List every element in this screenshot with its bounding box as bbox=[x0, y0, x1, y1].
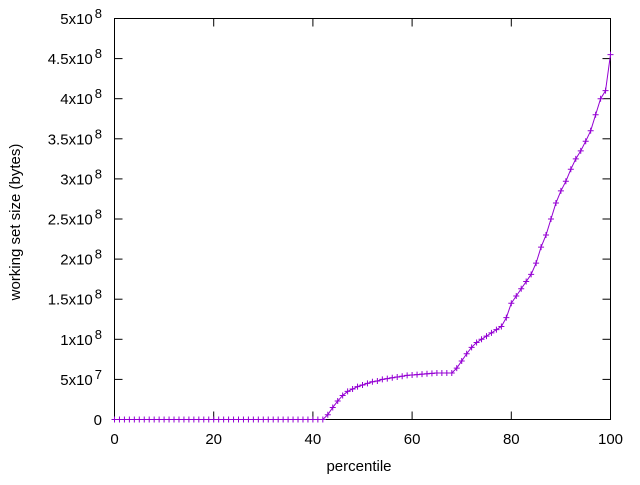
data-point bbox=[528, 271, 535, 278]
data-point bbox=[483, 333, 490, 340]
data-point bbox=[399, 373, 406, 380]
y-tick-exponent: 8 bbox=[95, 247, 102, 262]
data-point bbox=[379, 376, 386, 383]
data-point bbox=[562, 178, 569, 185]
series-layer bbox=[111, 51, 614, 423]
data-point bbox=[478, 336, 485, 343]
y-tick-exponent: 8 bbox=[95, 207, 102, 222]
data-point bbox=[488, 329, 495, 336]
data-point bbox=[493, 326, 500, 333]
y-tick-exponent: 7 bbox=[95, 367, 102, 382]
y-axis-label: working set size (bytes) bbox=[7, 144, 24, 302]
y-tick-exponent: 8 bbox=[95, 287, 102, 302]
data-point bbox=[602, 87, 609, 94]
data-point bbox=[552, 199, 559, 206]
data-point bbox=[324, 411, 331, 418]
data-point bbox=[503, 314, 510, 321]
data-point bbox=[369, 378, 376, 385]
data-point bbox=[572, 155, 579, 162]
x-tick-label: 20 bbox=[205, 431, 222, 448]
y-tick-label: 3x10 8 bbox=[60, 166, 102, 188]
y-tick-exponent: 8 bbox=[95, 327, 102, 342]
y-tick-exponent: 8 bbox=[95, 6, 102, 21]
data-point bbox=[498, 323, 505, 330]
data-point bbox=[567, 166, 574, 173]
data-point bbox=[453, 365, 460, 372]
x-axis-label: percentile bbox=[326, 458, 391, 475]
x-tick-label: 40 bbox=[305, 431, 322, 448]
x-tick-label: 0 bbox=[110, 431, 118, 448]
data-point bbox=[448, 369, 455, 376]
y-tick-label: 5x10 7 bbox=[60, 367, 102, 389]
y-tick-label: 5x10 8 bbox=[60, 6, 102, 28]
y-tick-label: 0 bbox=[94, 412, 102, 429]
plot-frame bbox=[114, 18, 611, 420]
data-point bbox=[394, 373, 401, 380]
y-tick-label: 1x10 8 bbox=[60, 327, 102, 349]
y-tick-label: 1.5x10 8 bbox=[48, 287, 102, 309]
y-tick-label: 2.5x10 8 bbox=[48, 207, 102, 229]
data-point bbox=[364, 380, 371, 387]
y-tick-label: 3.5x10 8 bbox=[48, 126, 102, 148]
data-point bbox=[533, 260, 540, 267]
series-line-0 bbox=[114, 54, 611, 420]
data-point bbox=[354, 383, 361, 390]
data-point bbox=[538, 244, 545, 251]
data-point bbox=[458, 357, 465, 364]
y-tick-label: 4.5x10 8 bbox=[48, 46, 102, 68]
data-point bbox=[329, 404, 336, 411]
data-point bbox=[577, 147, 584, 154]
data-point bbox=[389, 374, 396, 381]
y-tick-label: 4x10 8 bbox=[60, 86, 102, 108]
data-point bbox=[463, 350, 470, 357]
y-tick-exponent: 8 bbox=[95, 46, 102, 61]
axis-ticks bbox=[114, 18, 611, 420]
y-tick-exponent: 8 bbox=[95, 126, 102, 141]
data-point bbox=[587, 127, 594, 134]
data-point bbox=[518, 285, 525, 292]
y-tick-labels: 0 5x10 7 1x10 8 1.5x10 8 2x10 8 2.5x10 8 3x10 8 3.5x1… bbox=[48, 6, 102, 429]
x-tick-labels: 0 20 40 60 80 100 bbox=[110, 431, 623, 448]
data-point bbox=[523, 278, 530, 285]
data-point bbox=[334, 398, 341, 405]
data-point bbox=[582, 138, 589, 145]
data-point bbox=[597, 95, 604, 102]
data-point bbox=[468, 344, 475, 351]
y-tick-exponent: 8 bbox=[95, 166, 102, 181]
data-point bbox=[319, 416, 326, 423]
data-point bbox=[344, 388, 351, 395]
data-point bbox=[547, 216, 554, 222]
data-point bbox=[513, 292, 520, 299]
data-point bbox=[359, 382, 366, 389]
data-point bbox=[607, 51, 614, 58]
data-point bbox=[349, 386, 356, 393]
data-point bbox=[543, 232, 550, 239]
y-tick-exponent: 8 bbox=[95, 86, 102, 101]
data-point bbox=[592, 111, 599, 118]
y-tick-label: 2x10 8 bbox=[60, 247, 102, 269]
x-tick-label: 100 bbox=[598, 431, 623, 448]
series-markers-0 bbox=[111, 51, 614, 423]
data-point bbox=[384, 375, 391, 382]
data-point bbox=[374, 378, 381, 385]
data-point bbox=[473, 339, 480, 346]
data-point bbox=[508, 300, 515, 307]
data-point bbox=[557, 187, 564, 194]
x-tick-label: 60 bbox=[404, 431, 421, 448]
data-point bbox=[339, 392, 346, 399]
x-tick-label: 80 bbox=[503, 431, 520, 448]
